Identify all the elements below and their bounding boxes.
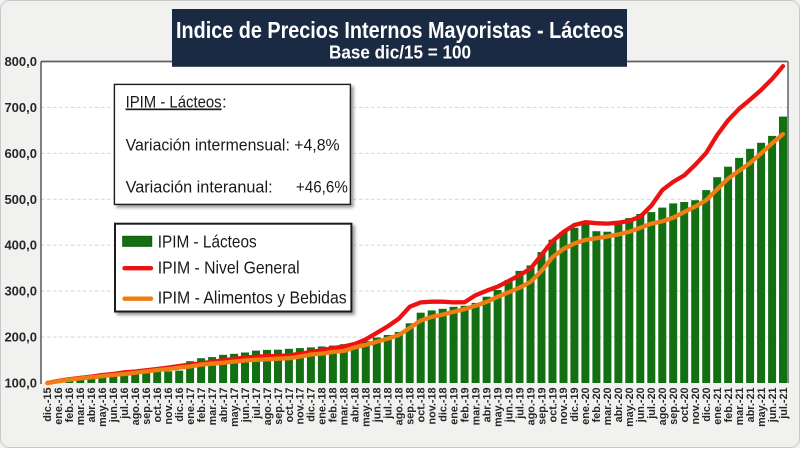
svg-text:ene.-19: ene.-19 [448,388,460,425]
svg-text:may.-17: may.-17 [229,388,241,427]
svg-text:dic.-20: dic.-20 [701,388,713,422]
svg-text:ene.-18: ene.-18 [317,388,329,425]
svg-text:mar.-18: mar.-18 [339,388,351,426]
svg-text:Variación intermensual: +4,8%: Variación intermensual: +4,8% [126,135,340,154]
svg-text:nov.-19: nov.-19 [558,388,570,425]
svg-text:IPIM - Alimentos y Bebidas: IPIM - Alimentos y Bebidas [158,288,347,308]
svg-text:ago.-20: ago.-20 [657,388,669,426]
svg-text:jul.-16: jul.-16 [119,388,131,420]
svg-text:sep.-18: sep.-18 [405,388,417,425]
svg-text:ene.-17: ene.-17 [185,388,197,425]
svg-text:ago.-16: ago.-16 [130,388,142,426]
svg-text:700,0: 700,0 [4,100,37,115]
svg-text:nov.-18: nov.-18 [427,388,439,425]
svg-text:sep.-20: sep.-20 [668,388,680,425]
svg-text:ago.-19: ago.-19 [525,388,537,426]
svg-text:jul.-20: jul.-20 [646,388,658,420]
svg-text:800,0: 800,0 [4,54,37,69]
svg-text:IPIM - Nivel General: IPIM - Nivel General [158,257,300,277]
svg-text:nov.-16: nov.-16 [163,388,175,425]
svg-text:mar.-21: mar.-21 [734,388,746,426]
svg-text:100,0: 100,0 [4,376,37,391]
svg-text:abr.-17: abr.-17 [218,388,230,423]
svg-text:feb.-21: feb.-21 [723,388,735,423]
svg-text:dic.-19: dic.-19 [569,388,581,422]
svg-text:mar.-20: mar.-20 [602,388,614,426]
svg-text::: : [222,93,227,112]
svg-text:jul.-19: jul.-19 [514,388,526,420]
svg-text:jun.-18: jun.-18 [372,388,384,424]
svg-text:IPIM - Lácteos: IPIM - Lácteos [126,93,222,112]
svg-text:400,0: 400,0 [4,238,37,253]
svg-text:abr.-21: abr.-21 [745,388,757,423]
svg-text:abr.-19: abr.-19 [481,388,493,423]
svg-text:dic.-18: dic.-18 [438,388,450,422]
svg-text:500,0: 500,0 [4,192,37,207]
svg-text:IPIM - Lácteos: IPIM - Lácteos [158,231,257,251]
svg-text:jul.-18: jul.-18 [383,388,395,420]
svg-text:ene.-16: ene.-16 [53,388,65,425]
svg-text:may.-16: may.-16 [97,388,109,427]
svg-text:may.-19: may.-19 [492,388,504,427]
svg-text:may.-18: may.-18 [361,388,373,427]
svg-text:jul.-21: jul.-21 [778,388,790,420]
svg-text:abr.-16: abr.-16 [86,388,98,423]
svg-text:oct.-20: oct.-20 [679,388,691,423]
svg-text:feb.-16: feb.-16 [64,388,76,423]
svg-text:ago.-17: ago.-17 [262,388,274,426]
svg-text:oct.-16: oct.-16 [152,388,164,423]
svg-text:oct.-17: oct.-17 [284,388,296,423]
svg-text:sep.-16: sep.-16 [141,388,153,425]
svg-text:Indice de Precios Internos May: Indice de Precios Internos Mayoristas - … [176,17,624,43]
svg-text:ene.-21: ene.-21 [712,388,724,425]
svg-text:nov.-20: nov.-20 [690,388,702,425]
svg-text:abr.-18: abr.-18 [350,388,362,423]
svg-text:feb.-19: feb.-19 [459,388,471,423]
svg-text:300,0: 300,0 [4,284,37,299]
svg-text:jun.-21: jun.-21 [767,388,779,424]
svg-text:oct.-18: oct.-18 [416,388,428,423]
svg-text:Variación interanual:: Variación interanual: [126,178,273,197]
svg-text:jul.-17: jul.-17 [251,388,263,420]
svg-text:feb.-17: feb.-17 [196,388,208,423]
svg-text:feb.-18: feb.-18 [328,388,340,423]
svg-text:Base dic/15 = 100: Base dic/15 = 100 [329,43,471,63]
svg-text:mar.-16: mar.-16 [75,388,87,426]
svg-text:may.-21: may.-21 [756,388,768,427]
svg-text:ene.-20: ene.-20 [580,388,592,425]
svg-text:feb.-20: feb.-20 [591,388,603,423]
svg-text:nov.-17: nov.-17 [295,388,307,425]
svg-text:dic.-16: dic.-16 [174,388,186,422]
svg-text:+46,6%: +46,6% [296,178,348,197]
svg-text:jun.-19: jun.-19 [503,388,515,424]
svg-text:ago.-18: ago.-18 [394,388,406,426]
svg-text:jun.-20: jun.-20 [635,388,647,424]
svg-text:mar.-19: mar.-19 [470,388,482,426]
svg-text:may.-20: may.-20 [624,388,636,427]
svg-text:sep.-17: sep.-17 [273,388,285,425]
svg-text:oct.-19: oct.-19 [547,388,559,423]
svg-text:sep.-19: sep.-19 [536,388,548,425]
svg-text:jun.-17: jun.-17 [240,388,252,424]
svg-text:jun.-16: jun.-16 [108,388,120,424]
svg-text:dic.-15: dic.-15 [42,388,54,422]
svg-text:abr.-20: abr.-20 [613,388,625,423]
svg-text:mar.-17: mar.-17 [207,388,219,426]
svg-text:dic.-17: dic.-17 [306,388,318,422]
svg-text:600,0: 600,0 [4,146,37,161]
svg-text:200,0: 200,0 [4,330,37,345]
